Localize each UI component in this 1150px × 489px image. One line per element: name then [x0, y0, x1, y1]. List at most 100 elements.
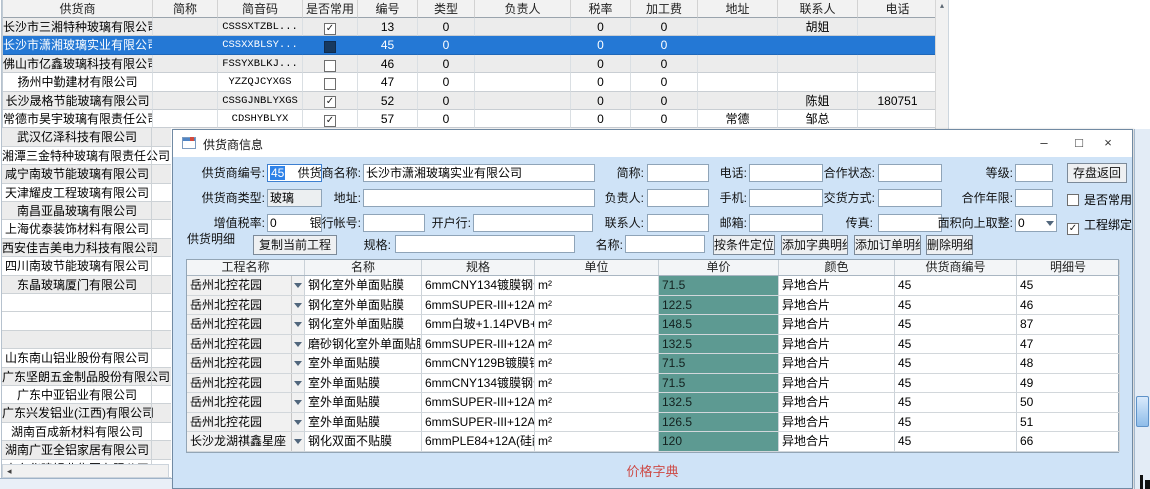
manager-input[interactable] [647, 189, 709, 207]
table-cell[interactable]: 0 [631, 91, 698, 110]
table-cell[interactable]: 长沙晟格节能玻璃有限公司 [3, 91, 153, 110]
table-cell[interactable] [303, 36, 358, 55]
column-header[interactable]: 供货商 [3, 0, 153, 18]
table-cell[interactable]: 0 [631, 73, 698, 92]
grid-cell[interactable]: 岳州北控花园 [187, 393, 305, 413]
supplier-list-item[interactable] [2, 330, 171, 350]
grid-cell[interactable]: 室外单面贴膜 [305, 373, 422, 393]
grid-cell[interactable]: 45 [895, 432, 1017, 452]
grid-cell[interactable]: 钢化双面不贴膜 [305, 432, 422, 452]
grid-cell[interactable]: 6mmSUPER-III+12A(硅... [422, 412, 535, 432]
grid-cell[interactable]: 磨砂钢化室外单面贴膜 [305, 334, 422, 354]
grid-cell[interactable]: 异地合片 [779, 412, 895, 432]
mobile-input[interactable] [749, 189, 823, 207]
grid-cell[interactable]: 45 [895, 373, 1017, 393]
grid-cell[interactable]: m² [535, 373, 659, 393]
table-cell[interactable]: YZZQJCYXGS [218, 73, 303, 92]
grid-cell[interactable]: 45 [895, 393, 1017, 413]
table-cell[interactable]: 长沙市三湘特种玻璃有限公司 [3, 18, 153, 37]
table-cell[interactable]: ✓ [303, 109, 358, 129]
table-cell[interactable]: 常德市昊宇玻璃有限责任公司 [3, 109, 153, 129]
table-row[interactable]: 长沙市三湘特种玻璃有限公司 CSSSXTZBL... ✓ 13 0 0 0 胡姐 [3, 18, 948, 37]
dropdown-arrow-icon[interactable] [291, 412, 304, 431]
table-cell[interactable] [698, 73, 778, 92]
project-bind-checkbox[interactable]: ✓ 工程绑定 [1067, 217, 1132, 235]
common-checkbox-icon[interactable]: ✓ [324, 96, 336, 109]
grid-cell[interactable]: 6mmSUPER-III+12A(硅... [422, 334, 535, 354]
table-cell[interactable] [698, 18, 778, 37]
table-cell[interactable]: FSSYXBLKJ... [218, 54, 303, 74]
table-cell[interactable]: 0 [631, 54, 698, 74]
grid-cell[interactable]: 岳州北控花园 [187, 354, 305, 374]
grid-cell[interactable]: 异地合片 [779, 315, 895, 335]
table-cell[interactable] [698, 36, 778, 55]
column-header[interactable]: 类型 [418, 0, 475, 18]
table-cell[interactable] [858, 73, 938, 92]
grid-cell[interactable]: 48 [1017, 354, 1120, 374]
grid-row[interactable]: 岳州北控花园 钢化室外单面贴膜 6mmCNY134镀膜钢化 m² 71.5 异地合片 45 4… [187, 276, 1120, 296]
grid-column-header[interactable]: 颜色 [779, 260, 895, 275]
table-cell[interactable]: 0 [631, 18, 698, 37]
grid-cell[interactable]: 45 [1017, 276, 1120, 296]
column-header[interactable]: 是否常用 [303, 0, 358, 18]
table-cell[interactable]: 0 [418, 54, 475, 74]
grid-column-header[interactable]: 工程名称 [187, 260, 305, 275]
grid-cell[interactable]: 45 [895, 354, 1017, 374]
copy-current-project-button[interactable]: 复制当前工程 [253, 235, 337, 255]
area-round-input[interactable]: 0 [1015, 214, 1057, 232]
table-cell[interactable] [858, 18, 938, 37]
supplier-list-item[interactable]: 天津耀皮工程玻璃有限公司 [2, 183, 171, 202]
dropdown-arrow-icon[interactable] [291, 295, 304, 314]
column-header[interactable]: 简音码 [218, 0, 303, 18]
dropdown-arrow-icon[interactable] [291, 276, 304, 295]
bank-account-input[interactable] [363, 214, 425, 232]
supplier-list-item[interactable]: 西安佳吉美电力科技有限公司 [2, 238, 171, 258]
grid-cell[interactable]: 室外单面贴膜 [305, 412, 422, 432]
table-cell[interactable] [698, 91, 778, 110]
grid-cell[interactable]: m² [535, 412, 659, 432]
grid-cell[interactable]: 66 [1017, 432, 1120, 452]
table-cell[interactable]: 扬州中勤建材有限公司 [3, 73, 153, 92]
supplier-type-input[interactable]: 玻璃 [267, 189, 322, 207]
grid-cell[interactable]: 45 [895, 334, 1017, 354]
grid-cell[interactable]: 室外单面贴膜 [305, 393, 422, 413]
grid-cell[interactable]: 122.5 [659, 295, 779, 315]
table-cell[interactable] [475, 73, 571, 92]
dialog-titlebar[interactable]: 供货商信息 – □ × [173, 130, 1132, 157]
supplier-list-item[interactable]: 山东南山铝业股份有限公司 [2, 349, 171, 368]
grid-column-header[interactable]: 名称 [305, 260, 422, 275]
grid-cell[interactable]: 6mmPLE84+12A(硅酮胶... [422, 432, 535, 452]
table-cell[interactable]: 0 [571, 18, 631, 37]
table-cell[interactable]: 0 [418, 73, 475, 92]
grid-cell[interactable]: 6mm白玻+1.14PVB+6mm... [422, 315, 535, 335]
grid-cell[interactable]: 6mmCNY129B镀膜钢化 [422, 354, 535, 374]
is-common-checkbox[interactable]: 是否常用 [1067, 192, 1132, 208]
table-cell[interactable] [153, 18, 218, 37]
grid-cell[interactable]: 51 [1017, 412, 1120, 432]
grid-row[interactable]: 岳州北控花园钢化室外单面贴膜6mm白玻+1.14PVB+6mm...m²148.… [187, 315, 1120, 335]
table-cell[interactable] [153, 91, 218, 110]
table-cell[interactable] [858, 54, 938, 74]
delete-detail-button[interactable]: 删除明细 [926, 235, 973, 255]
grid-cell[interactable]: 87 [1017, 315, 1120, 335]
supplier-id-input[interactable]: 45 [267, 164, 322, 182]
table-cell[interactable] [303, 54, 358, 74]
add-order-detail-button[interactable]: 添加订单明细 [854, 235, 921, 255]
table-cell[interactable] [858, 109, 938, 129]
supplier-list-item[interactable] [2, 294, 171, 313]
supplier-list-item[interactable]: 上海优泰装饰材料有限公司 [2, 220, 171, 239]
common-checkbox-icon[interactable]: ✓ [324, 114, 336, 127]
grid-cell[interactable]: m² [535, 432, 659, 452]
column-header[interactable]: 负责人 [475, 0, 571, 18]
locate-by-condition-button[interactable]: 按条件定位 [713, 235, 775, 255]
common-checkbox-icon[interactable] [324, 78, 336, 90]
close-icon[interactable]: × [1104, 135, 1112, 150]
table-cell[interactable]: 陈姐 [778, 91, 858, 110]
add-dictionary-detail-button[interactable]: 添加字典明细 [781, 235, 848, 255]
table-cell[interactable] [153, 36, 218, 55]
grid-cell[interactable]: 钢化室外单面贴膜 [305, 276, 422, 296]
table-cell[interactable]: 47 [358, 73, 418, 92]
table-cell[interactable]: 胡姐 [778, 18, 858, 37]
horizontal-scrollbar[interactable]: ◂ [2, 464, 169, 478]
table-cell[interactable] [303, 73, 358, 92]
